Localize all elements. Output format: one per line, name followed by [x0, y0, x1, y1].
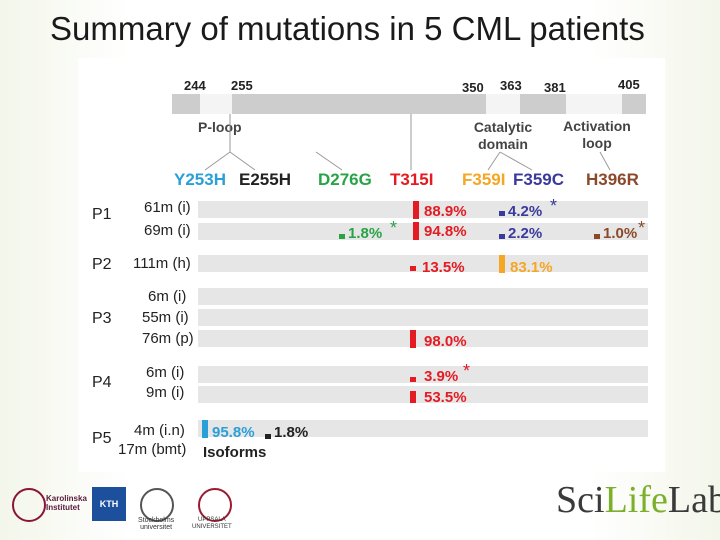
value-h396r-p1: 1.0% [603, 225, 638, 242]
kth-logo-icon: KTH [92, 487, 126, 521]
bar-t315i-p3 [410, 330, 416, 348]
bar-y253h-p5 [202, 420, 208, 438]
value-y253h-p5: 95.8% [212, 424, 255, 441]
karolinska-text: Karolinska Institutet [46, 494, 87, 512]
bar-t315i-p1-61m [413, 201, 419, 219]
sample-row-p2-111m [198, 255, 648, 272]
patient-p5: P5 [92, 430, 112, 447]
sample-row-p3-55m [198, 309, 648, 326]
e255h-connector [229, 151, 256, 171]
patient-p3: P3 [92, 310, 112, 327]
star-d276g: * [390, 218, 398, 238]
patient-p2: P2 [92, 256, 112, 273]
value-e255h-p5: 1.8% [274, 424, 309, 441]
position-363: 363 [500, 78, 522, 93]
bar-t315i-p4-9m [410, 391, 416, 403]
position-350: 350 [462, 80, 484, 95]
bar-h396r-p1 [594, 234, 600, 239]
value-t315i-p3: 98.0% [424, 333, 467, 350]
bar-f359i-p2 [499, 255, 505, 273]
timepoint-p5-17m: 17m (bmt) [118, 441, 187, 458]
mutation-y253h: Y253H [174, 170, 226, 189]
timepoint-p1-61m: 61m (i) [144, 199, 191, 216]
sample-row-p5-4m [198, 420, 648, 437]
uppsala-university-text: UPPSALA UNIVERSITET [192, 517, 232, 530]
catalytic-domain-label: Catalytic domain [473, 119, 533, 152]
sample-row-p4-9m [198, 386, 648, 403]
protein-bar [172, 94, 646, 114]
position-244: 244 [184, 78, 206, 93]
timepoint-p3-55m: 55m (i) [142, 309, 189, 326]
h396r-connector [599, 151, 611, 171]
f359i-connector [487, 151, 501, 171]
y253h-connector [204, 151, 231, 171]
sample-row-p1-69m [198, 223, 648, 240]
mutation-f359c: F359C [513, 170, 565, 189]
position-381: 381 [544, 80, 566, 95]
patient-p4: P4 [92, 374, 112, 391]
value-d276g-p1: 1.8% [348, 225, 383, 242]
bar-f359c-p1-69m [499, 234, 505, 239]
mutation-f359i: F359I [462, 170, 506, 189]
mutation-d276g: D276G [318, 170, 372, 189]
value-f359c-p1-69m: 2.2% [508, 225, 543, 242]
activation-loop-region [566, 94, 622, 114]
value-t315i-p1-69m: 94.8% [424, 223, 467, 240]
slide-title: Summary of mutations in 5 CML patients [50, 10, 645, 47]
sample-row-p3-76m [198, 330, 648, 347]
value-t315i-p4-6m: 3.9% [424, 368, 459, 385]
stockholm-university-text: Stockholms universitet [138, 517, 175, 531]
scilifelab-logo: SciLifeLab [556, 479, 720, 521]
activation-loop-label: Activation loop [563, 118, 631, 151]
sample-row-p1-61m [198, 201, 648, 218]
position-255: 255 [231, 78, 253, 93]
value-f359c-p1-61m: 4.2% [508, 203, 543, 220]
timepoint-p1-69m: 69m (i) [144, 222, 191, 239]
star-t315i-p4: * [463, 361, 471, 381]
mutation-t315i: T315I [390, 170, 434, 189]
bar-t315i-p1-69m [413, 222, 419, 240]
timepoint-p5-4m: 4m (i.n) [134, 422, 185, 439]
stockholm-university-logo-icon [140, 488, 174, 522]
value-t315i-p4-9m: 53.5% [424, 389, 467, 406]
value-t315i-p2: 13.5% [422, 259, 465, 276]
timepoint-p4-6m: 6m (i) [146, 364, 185, 381]
bar-t315i-p2 [410, 266, 416, 271]
star-f359c: * [550, 196, 558, 216]
sample-row-p4-6m [198, 366, 648, 383]
catalytic-region [486, 94, 520, 114]
value-t315i-p1-61m: 88.9% [424, 203, 467, 220]
position-405: 405 [618, 77, 640, 92]
value-f359i-p2: 83.1% [510, 259, 553, 276]
p-loop-region [200, 94, 232, 114]
sample-row-p3-6m [198, 288, 648, 305]
bar-e255h-p5 [265, 434, 271, 439]
d276g-connector [315, 151, 343, 171]
isoforms-label: Isoforms [203, 444, 267, 461]
mutation-e255h: E255H [239, 170, 291, 189]
karolinska-logo-icon [12, 488, 46, 522]
mutation-h396r: H396R [586, 170, 639, 189]
bar-f359c-p1-61m [499, 211, 505, 216]
f359c-connector [499, 151, 533, 171]
uppsala-university-logo-icon [198, 488, 232, 522]
timepoint-p3-6m: 6m (i) [148, 288, 187, 305]
timepoint-p4-9m: 9m (i) [146, 384, 185, 401]
bar-t315i-p4-6m [410, 377, 416, 382]
patient-p1: P1 [92, 206, 112, 223]
timepoint-p3-76m: 76m (p) [142, 330, 194, 347]
bar-d276g-p1 [339, 234, 345, 239]
p-loop-label: P-loop [198, 119, 242, 135]
star-h396r: * [638, 218, 646, 238]
timepoint-p2-111m: 111m (h) [133, 255, 191, 272]
